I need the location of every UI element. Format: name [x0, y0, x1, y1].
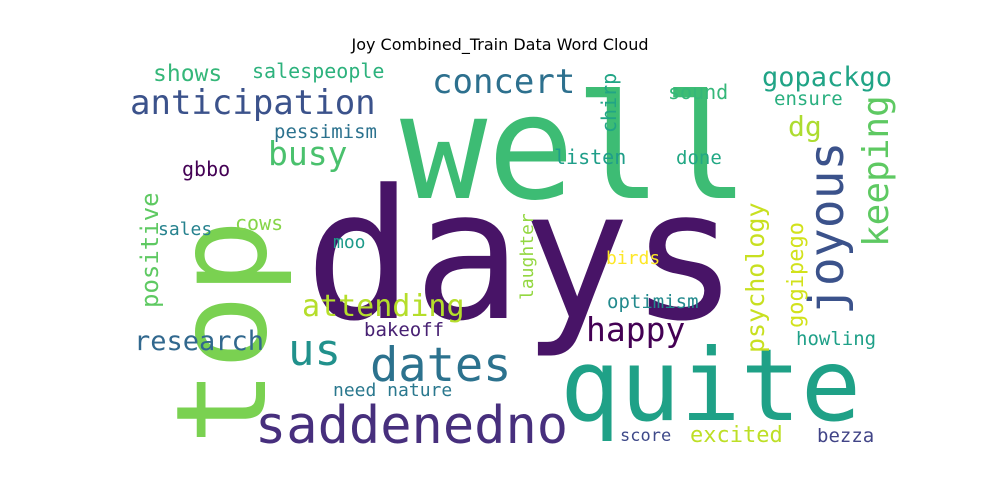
word-howling: howling — [796, 328, 876, 350]
word-laughter: laughter — [517, 213, 538, 300]
word-score: score — [620, 426, 671, 446]
word-keeping: keeping — [856, 95, 897, 247]
word-excited: excited — [690, 423, 783, 448]
word-well: well — [400, 64, 749, 233]
word-positive: positive — [136, 192, 164, 308]
word-salespeople: salespeople — [252, 59, 384, 83]
word-attending: attending — [302, 289, 465, 324]
word-listen: listen — [554, 145, 626, 169]
word-birds: birds — [606, 248, 660, 269]
word-saddenedno: saddenedno — [255, 396, 568, 456]
word-ensure: ensure — [774, 88, 843, 110]
word-days: days — [305, 152, 738, 361]
word-chirp: chirp — [597, 73, 621, 133]
word-sales: sales — [158, 219, 212, 240]
word-shows: shows — [153, 61, 222, 87]
word-sound: sound — [668, 80, 728, 104]
word-concert: concert — [432, 62, 575, 102]
word-quite: quite — [560, 327, 861, 444]
word-moo: moo — [333, 232, 366, 253]
word-dates: dates — [370, 338, 511, 393]
word-need-nature: need nature — [333, 380, 452, 401]
word-happy: happy — [586, 310, 685, 349]
word-us: us — [288, 325, 341, 376]
word-anticipation: anticipation — [130, 83, 376, 123]
word-done: done — [676, 147, 722, 169]
word-pessimism: pessimism — [274, 121, 377, 143]
word-top: top — [150, 219, 295, 445]
word-psychology: psychology — [741, 202, 770, 353]
word-joyous: joyous — [799, 142, 855, 315]
word-busy: busy — [268, 134, 347, 173]
word-gbbo: gbbo — [182, 157, 230, 181]
word-bakeoff: bakeoff — [364, 319, 444, 341]
word-gopackgo: gopackgo — [762, 62, 892, 93]
word-bezza: bezza — [817, 425, 874, 447]
word-research: research — [134, 326, 264, 357]
word-cows: cows — [235, 211, 283, 235]
word-gogipego: gogipego — [784, 222, 809, 328]
word-dg: dg — [788, 110, 822, 143]
figure-title: Joy Combined_Train Data Word Cloud — [351, 35, 649, 54]
word-optimism: optimism — [607, 291, 699, 313]
